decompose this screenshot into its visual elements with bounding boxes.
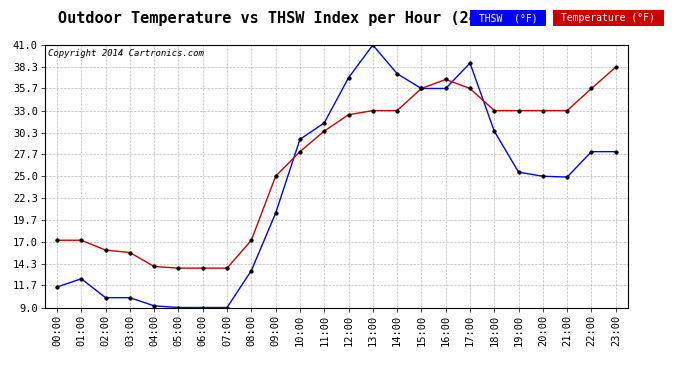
- Text: Copyright 2014 Cartronics.com: Copyright 2014 Cartronics.com: [48, 49, 204, 58]
- Text: Outdoor Temperature vs THSW Index per Hour (24 Hours)  20140326: Outdoor Temperature vs THSW Index per Ho…: [57, 11, 633, 26]
- Text: Temperature (°F): Temperature (°F): [555, 13, 661, 23]
- Text: THSW  (°F): THSW (°F): [473, 13, 543, 23]
